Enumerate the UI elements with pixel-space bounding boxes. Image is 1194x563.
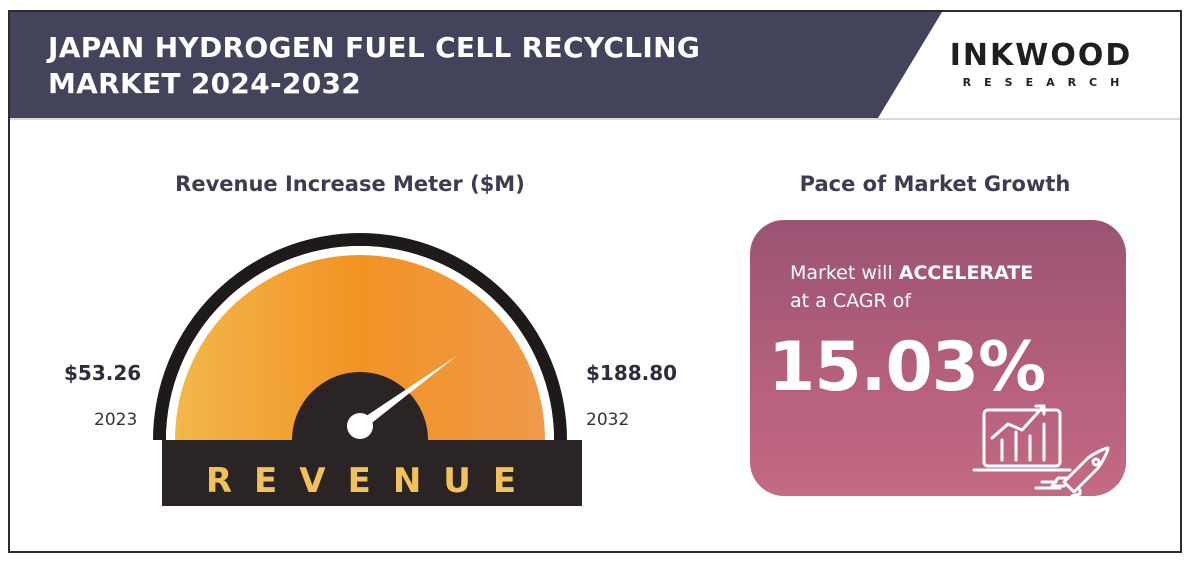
meter-title: Revenue Increase Meter ($M): [175, 172, 525, 196]
gauge-needle-blade: [357, 355, 458, 430]
cagr-card: Market will ACCELERATE at a CAGR of 15.0…: [750, 220, 1126, 496]
brand-logo-subtitle: RESEARCH: [962, 76, 1133, 89]
header-divider: [10, 118, 1180, 120]
cagr-line-2: at a CAGR of: [790, 290, 912, 312]
gauge-needle-hub: [347, 413, 373, 439]
start-revenue-value: $53.26: [64, 361, 142, 385]
end-year: 2032: [586, 410, 630, 430]
gauge-orange-arc: [175, 255, 545, 440]
gauge-label-band: [162, 440, 582, 506]
infographic-frame: JAPAN HYDROGEN FUEL CELL RECYCLING MARKE…: [8, 10, 1182, 553]
title-line-2: MARKET 2024-2032: [48, 67, 362, 100]
cagr-value: 15.03%: [768, 328, 1046, 407]
header-background: [10, 12, 942, 118]
title-line-1: JAPAN HYDROGEN FUEL CELL RECYCLING: [48, 31, 701, 64]
brand-logo-name: INKWOOD: [949, 38, 1133, 73]
growth-title: Pace of Market Growth: [799, 172, 1071, 196]
gauge-needle: [347, 355, 458, 439]
chart-growth-rocket-icon: [972, 404, 1110, 496]
end-revenue-value: $188.80: [586, 361, 678, 385]
cagr-line-1-prefix: Market will: [790, 262, 899, 284]
gauge-band-label: REVENUE: [206, 461, 538, 501]
cagr-emphasis: ACCELERATE: [898, 262, 1034, 284]
start-year: 2023: [94, 410, 138, 430]
page-title: JAPAN HYDROGEN FUEL CELL RECYCLING MARKE…: [48, 30, 848, 102]
cagr-line-1: Market will ACCELERATE: [790, 262, 1120, 284]
header-banner: JAPAN HYDROGEN FUEL CELL RECYCLING MARKE…: [10, 12, 1180, 118]
revenue-gauge: REVENUE: [153, 233, 582, 506]
gauge-inner-hub: [292, 372, 428, 440]
